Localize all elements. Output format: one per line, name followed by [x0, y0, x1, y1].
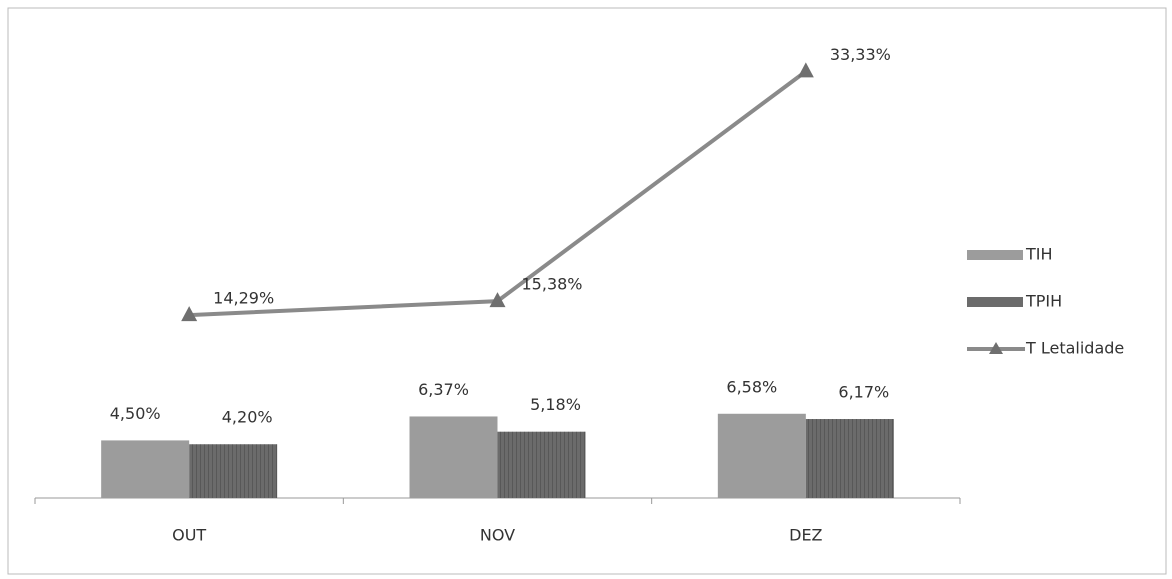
bar: [101, 440, 190, 498]
data-label: 14,29%: [213, 289, 274, 308]
legend-label: T Letalidade: [1025, 339, 1124, 358]
data-label: 6,37%: [418, 380, 469, 399]
legend-swatch: [967, 297, 1023, 307]
data-label: 4,20%: [222, 408, 273, 427]
legend-label: TIH: [1025, 245, 1053, 264]
x-tick-label: OUT: [172, 526, 206, 545]
data-label: 4,50%: [110, 404, 161, 423]
line-marker: [797, 62, 814, 78]
data-label: 5,18%: [530, 395, 581, 414]
line-marker: [489, 292, 506, 308]
legend-label: TPIH: [1025, 292, 1062, 311]
line-marker: [181, 306, 198, 322]
bar-texture: [805, 419, 894, 498]
x-tick-label: DEZ: [789, 526, 822, 545]
bar: [717, 413, 806, 498]
data-label: 6,17%: [838, 383, 889, 402]
bar-texture: [189, 444, 278, 498]
x-tick-label: NOV: [480, 526, 515, 545]
legend-marker: [989, 342, 1003, 354]
legend-swatch: [967, 250, 1023, 260]
data-label: 6,58%: [726, 377, 777, 396]
bar: [409, 416, 498, 498]
data-label: 33,33%: [830, 45, 891, 64]
bar-texture: [497, 431, 586, 498]
data-label: 15,38%: [522, 275, 583, 294]
